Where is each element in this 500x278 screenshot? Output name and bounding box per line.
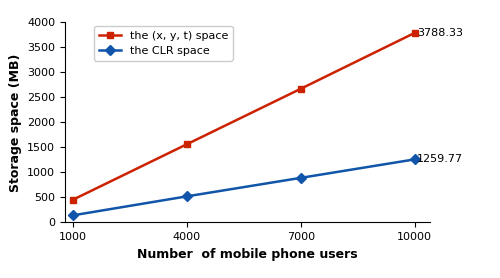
the (x, y, t) space — [184, 143, 190, 146]
the CLR space — [184, 195, 190, 198]
the (x, y, t) space — [70, 198, 75, 202]
X-axis label: Number  of mobile phone users: Number of mobile phone users — [137, 248, 358, 261]
the (x, y, t) space — [298, 87, 304, 90]
the CLR space — [412, 158, 418, 161]
Text: 1259.77: 1259.77 — [416, 154, 463, 164]
the CLR space — [70, 214, 75, 217]
Y-axis label: Storage space (MB): Storage space (MB) — [8, 53, 22, 192]
the CLR space — [298, 176, 304, 180]
Line: the CLR space: the CLR space — [69, 156, 418, 219]
Legend: the (x, y, t) space, the CLR space: the (x, y, t) space, the CLR space — [94, 26, 232, 61]
Line: the (x, y, t) space: the (x, y, t) space — [69, 29, 418, 203]
the (x, y, t) space — [412, 31, 418, 34]
Text: 3788.33: 3788.33 — [416, 28, 463, 38]
